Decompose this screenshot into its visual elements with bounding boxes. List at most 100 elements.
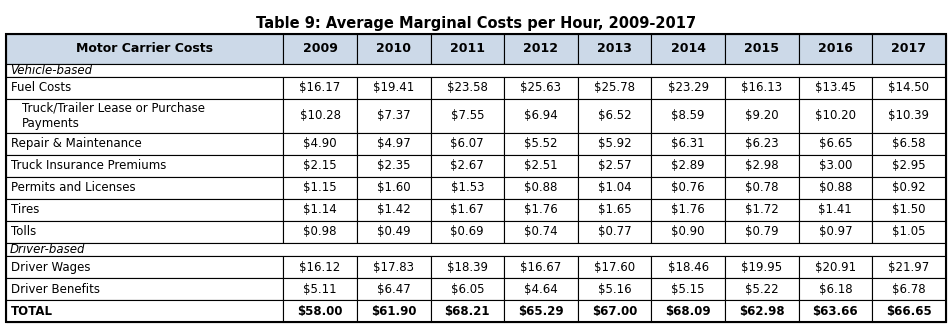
Bar <box>578 77 651 99</box>
Text: $0.76: $0.76 <box>671 181 704 195</box>
Bar <box>6 99 284 133</box>
Text: $1.76: $1.76 <box>524 203 558 216</box>
Text: $16.67: $16.67 <box>521 260 562 274</box>
Text: $0.74: $0.74 <box>525 225 558 238</box>
Bar <box>357 278 430 300</box>
Text: $5.22: $5.22 <box>744 282 779 296</box>
Text: 2016: 2016 <box>818 42 853 55</box>
Text: $2.98: $2.98 <box>744 159 779 173</box>
Text: $19.95: $19.95 <box>742 260 783 274</box>
Bar <box>430 256 505 278</box>
Bar <box>578 278 651 300</box>
Text: $1.67: $1.67 <box>450 203 485 216</box>
Text: Truck Insurance Premiums: Truck Insurance Premiums <box>11 159 167 173</box>
Bar <box>799 221 872 243</box>
Bar <box>578 199 651 221</box>
Text: $8.59: $8.59 <box>671 110 704 122</box>
Text: Fuel Costs: Fuel Costs <box>11 81 71 94</box>
Text: $13.45: $13.45 <box>815 81 856 94</box>
Text: $0.88: $0.88 <box>819 181 852 195</box>
Text: $0.79: $0.79 <box>744 225 779 238</box>
Bar <box>505 77 578 99</box>
Text: $67.00: $67.00 <box>592 304 637 318</box>
Text: $3.00: $3.00 <box>819 159 852 173</box>
Bar <box>724 300 799 322</box>
Text: $4.97: $4.97 <box>377 137 410 151</box>
Bar <box>284 256 357 278</box>
Bar <box>724 34 799 64</box>
Text: Motor Carrier Costs: Motor Carrier Costs <box>76 42 213 55</box>
Bar <box>284 155 357 177</box>
Bar <box>651 300 724 322</box>
Text: $1.72: $1.72 <box>744 203 779 216</box>
Bar <box>578 34 651 64</box>
Text: $2.15: $2.15 <box>304 159 337 173</box>
Bar <box>6 278 284 300</box>
Bar <box>651 278 724 300</box>
Bar <box>6 64 946 77</box>
Bar <box>799 77 872 99</box>
Bar <box>872 300 945 322</box>
Bar <box>872 133 945 155</box>
Bar <box>284 177 357 199</box>
Bar <box>505 177 578 199</box>
Bar <box>724 77 799 99</box>
Text: TOTAL: TOTAL <box>11 304 53 318</box>
Text: $1.15: $1.15 <box>304 181 337 195</box>
Bar <box>357 34 430 64</box>
Text: $21.97: $21.97 <box>888 260 929 274</box>
Bar <box>6 199 284 221</box>
Bar <box>505 256 578 278</box>
Text: Tolls: Tolls <box>11 225 36 238</box>
Bar <box>799 177 872 199</box>
Text: $1.53: $1.53 <box>450 181 484 195</box>
Bar <box>724 99 799 133</box>
Text: $5.52: $5.52 <box>525 137 558 151</box>
Bar <box>799 278 872 300</box>
Text: $5.15: $5.15 <box>671 282 704 296</box>
Bar <box>505 155 578 177</box>
Text: $1.05: $1.05 <box>892 225 925 238</box>
Bar <box>872 177 945 199</box>
Bar <box>505 278 578 300</box>
Text: 2011: 2011 <box>449 42 485 55</box>
Text: $17.60: $17.60 <box>594 260 635 274</box>
Bar <box>724 177 799 199</box>
Text: $5.16: $5.16 <box>598 282 631 296</box>
Bar <box>872 199 945 221</box>
Bar <box>872 99 945 133</box>
Bar <box>505 34 578 64</box>
Text: $2.35: $2.35 <box>377 159 410 173</box>
Text: $62.98: $62.98 <box>739 304 784 318</box>
Text: 2013: 2013 <box>597 42 632 55</box>
Text: Tires: Tires <box>11 203 39 216</box>
Text: $20.91: $20.91 <box>815 260 856 274</box>
Bar <box>357 300 430 322</box>
Text: 2017: 2017 <box>891 42 926 55</box>
Text: $6.94: $6.94 <box>524 110 558 122</box>
Text: $5.92: $5.92 <box>598 137 631 151</box>
Text: $0.98: $0.98 <box>304 225 337 238</box>
Bar <box>578 177 651 199</box>
Bar <box>6 77 284 99</box>
Bar <box>651 256 724 278</box>
Text: $1.60: $1.60 <box>377 181 410 195</box>
Text: $9.20: $9.20 <box>744 110 779 122</box>
Bar <box>799 199 872 221</box>
Bar <box>6 221 284 243</box>
Text: $16.12: $16.12 <box>300 260 341 274</box>
Text: $4.64: $4.64 <box>524 282 558 296</box>
Bar <box>430 99 505 133</box>
Text: $2.51: $2.51 <box>525 159 558 173</box>
Bar <box>724 199 799 221</box>
Bar <box>651 133 724 155</box>
Text: $61.90: $61.90 <box>371 304 416 318</box>
Text: $6.78: $6.78 <box>892 282 925 296</box>
Bar <box>505 133 578 155</box>
Bar <box>357 199 430 221</box>
Bar <box>430 133 505 155</box>
Bar <box>6 177 284 199</box>
Bar <box>357 77 430 99</box>
Bar <box>284 278 357 300</box>
Text: 2015: 2015 <box>744 42 780 55</box>
